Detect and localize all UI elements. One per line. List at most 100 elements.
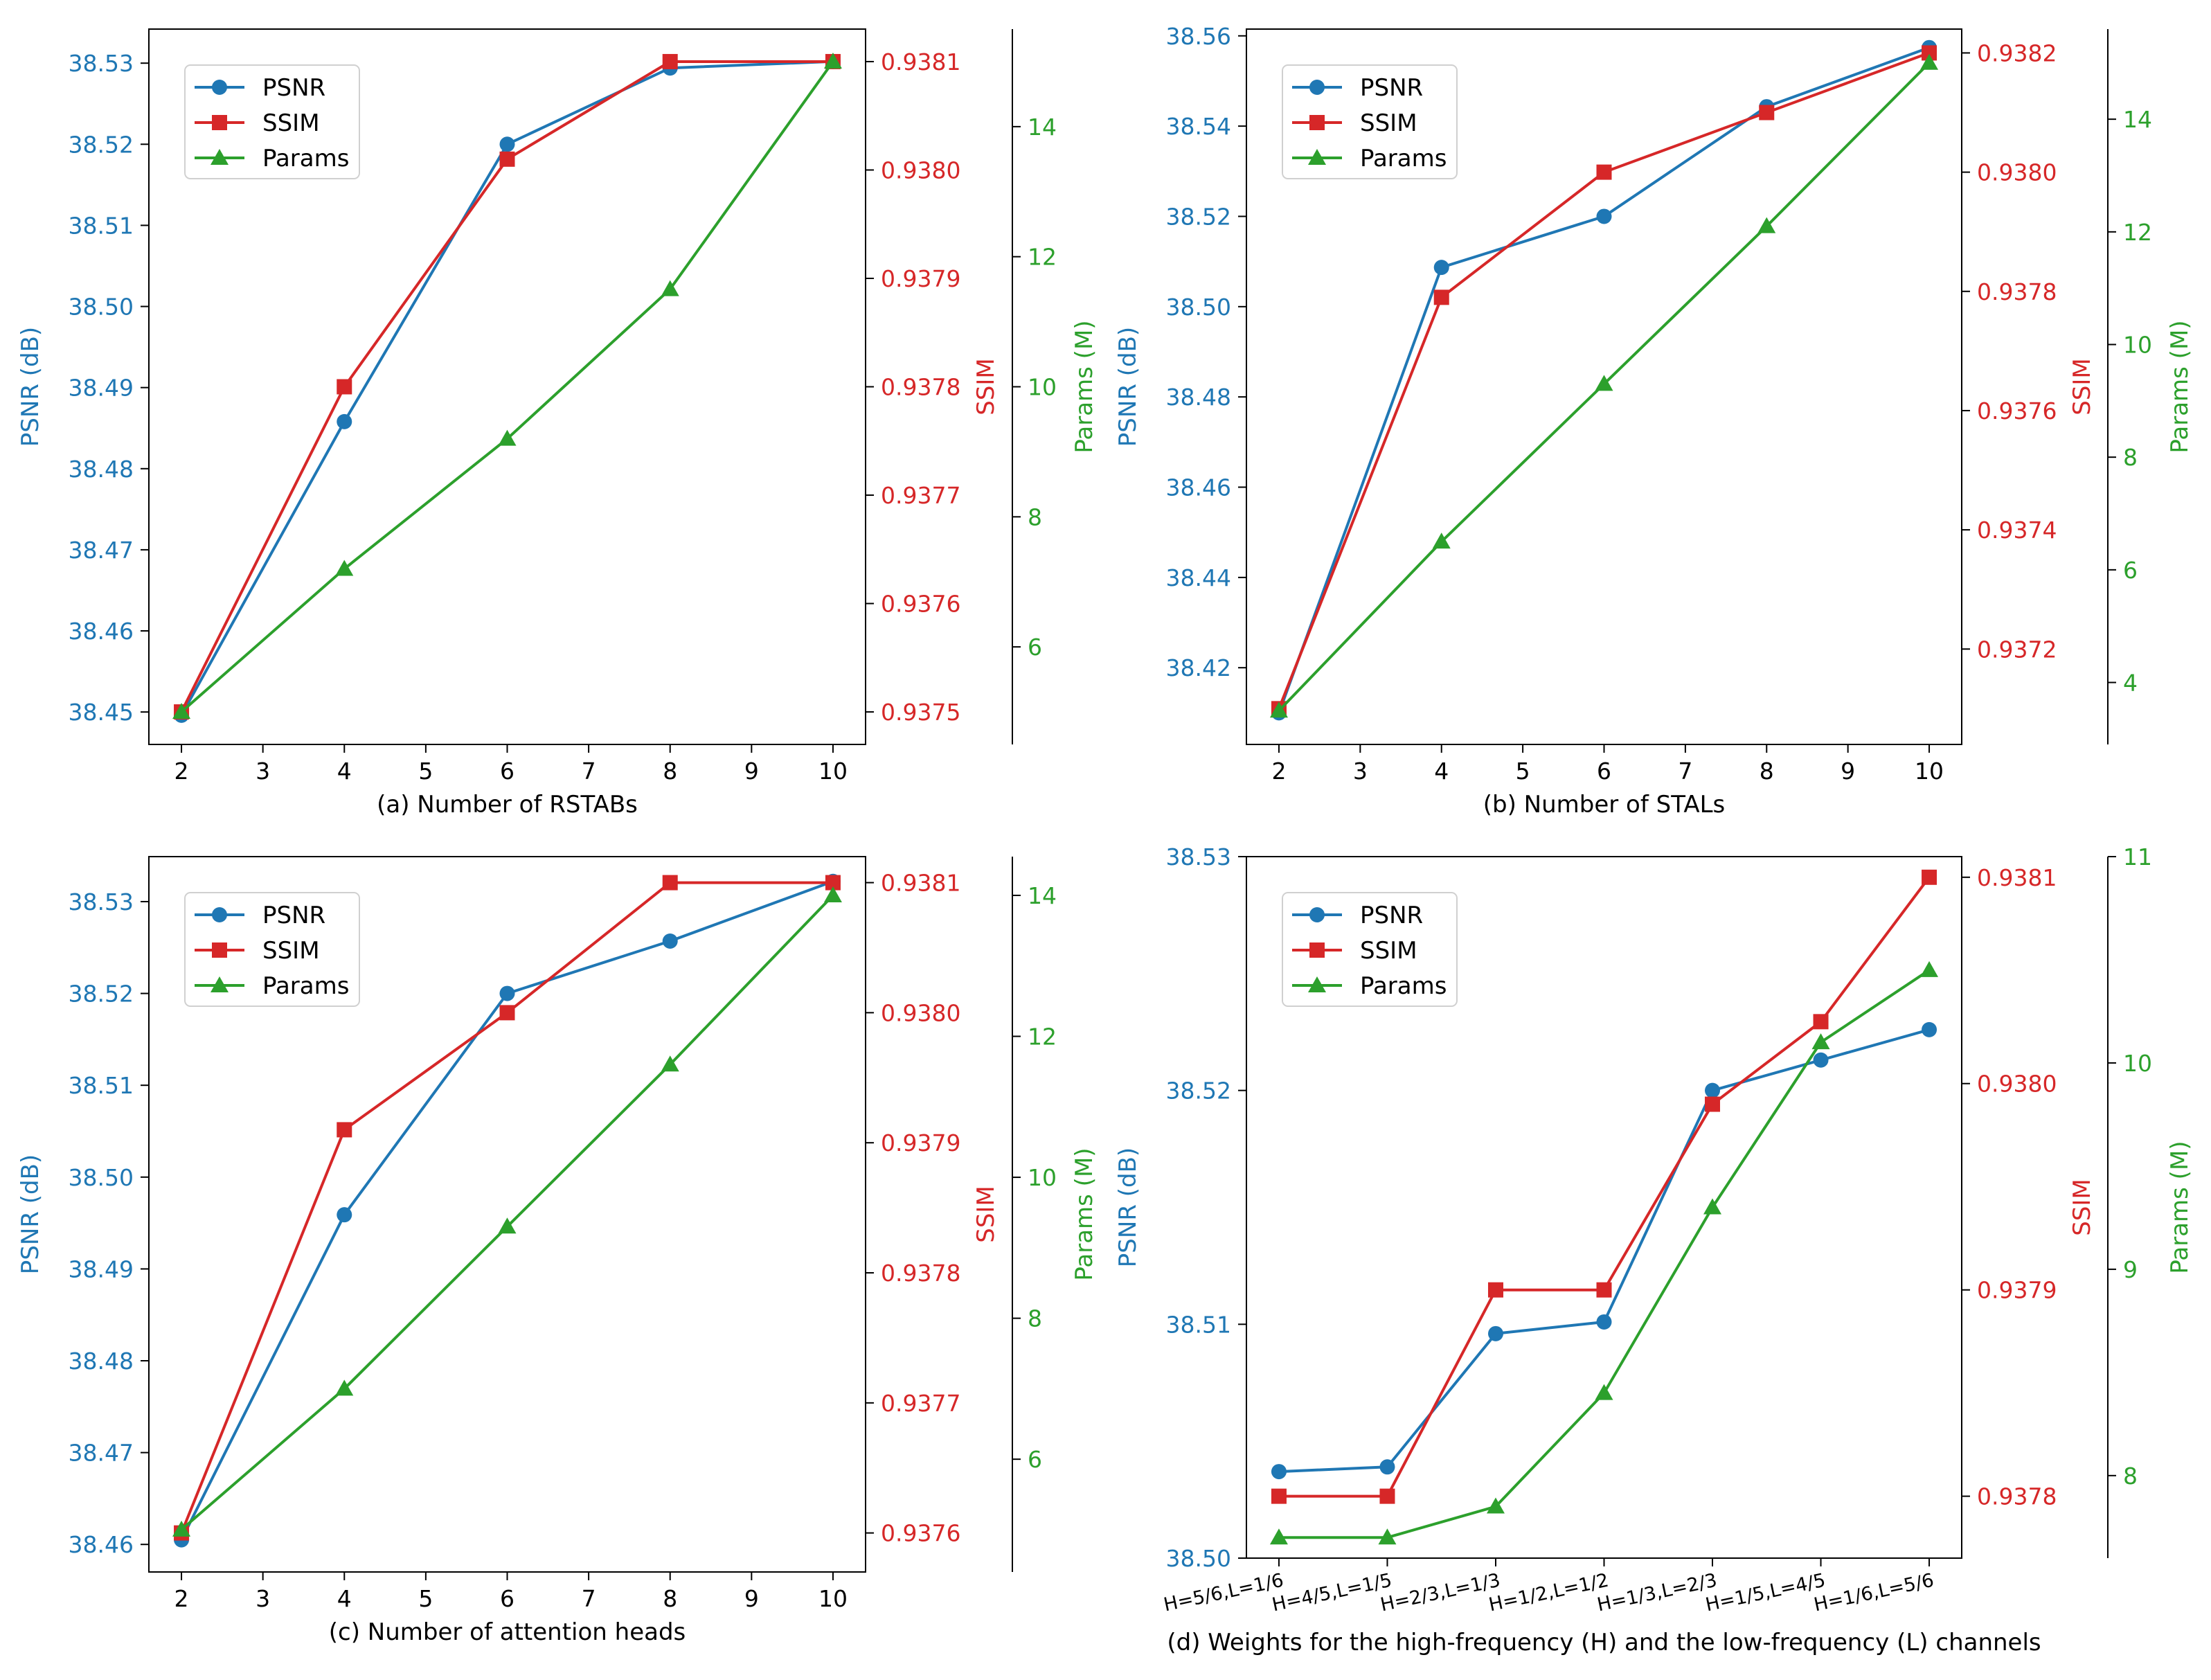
x-tick-label: 8 xyxy=(663,1585,677,1612)
params-tick-label: 14 xyxy=(2123,106,2152,133)
params-tick-label: 8 xyxy=(2123,1463,2138,1490)
params-series-line xyxy=(1279,969,1931,1539)
x-tick-label: 10 xyxy=(1915,758,1944,785)
params-point xyxy=(1757,217,1776,233)
psnr-tick-label: 38.50 xyxy=(1166,1545,1231,1572)
params-tick-label: 12 xyxy=(2123,219,2152,246)
ssim-tick-label: 0.9376 xyxy=(881,591,960,618)
psnr-tick-label: 38.56 xyxy=(1166,23,1231,50)
x-tick-label: H=1/2,L=1/2 xyxy=(1487,1570,1611,1616)
x-tick-label: H=4/5,L=1/5 xyxy=(1270,1570,1394,1616)
params-tick-label: 6 xyxy=(1028,1446,1042,1473)
ssim-tick-label: 0.9381 xyxy=(1977,864,2057,891)
psnr-point xyxy=(1596,1314,1612,1330)
psnr-tick-label: 38.46 xyxy=(69,618,134,645)
x-tick-label: 3 xyxy=(256,758,270,785)
params-point xyxy=(335,560,354,576)
params-point xyxy=(1703,1198,1722,1215)
x-tick-label: 2 xyxy=(1271,758,1286,785)
psnr-point xyxy=(1379,1459,1395,1475)
ssim-point xyxy=(499,151,515,167)
ssim-tick-label: 0.9377 xyxy=(881,1390,960,1417)
psnr-tick-label: 38.53 xyxy=(69,50,134,77)
chart-panel-d: H=5/6,L=1/6H=4/5,L=1/5H=2/3,L=1/3H=1/2,L… xyxy=(1114,843,2194,1656)
ssim-point xyxy=(1922,45,1937,61)
params-point xyxy=(1595,1384,1613,1400)
x-axis-title: (b) Number of STALs xyxy=(1483,791,1726,819)
ssim-tick-label: 0.9378 xyxy=(881,1260,960,1287)
x-tick-label: 2 xyxy=(174,1585,189,1612)
legend-marker xyxy=(1309,907,1325,922)
x-axis-title: (a) Number of RSTABs xyxy=(377,791,638,819)
x-tick-label: 6 xyxy=(500,758,514,785)
ssim-tick-label: 0.9375 xyxy=(881,699,960,726)
ssim-tick-label: 0.9378 xyxy=(881,374,960,401)
x-tick-label: H=1/3,L=2/3 xyxy=(1595,1570,1719,1616)
ssim-tick-label: 0.9378 xyxy=(1977,1483,2057,1510)
psnr-tick-label: 38.50 xyxy=(69,294,134,321)
x-tick-label: 5 xyxy=(418,1585,433,1612)
psnr-tick-label: 38.51 xyxy=(1166,1311,1231,1338)
ssim-tick-label: 0.9377 xyxy=(881,482,960,509)
params-point xyxy=(1269,702,1288,718)
params-tick-label: 12 xyxy=(1028,244,1057,271)
x-tick-label: 7 xyxy=(582,1585,596,1612)
params-tick-label: 9 xyxy=(2123,1256,2138,1283)
psnr-tick-label: 38.42 xyxy=(1166,654,1231,681)
params-point xyxy=(1920,960,1939,977)
params-point xyxy=(1486,1497,1505,1514)
ssim-point xyxy=(1705,1096,1721,1112)
ssim-tick-label: 0.9378 xyxy=(1977,278,2057,305)
params-point xyxy=(498,429,517,446)
params-point xyxy=(498,1217,517,1234)
psnr-tick-label: 38.53 xyxy=(69,888,134,915)
legend-label: PSNR xyxy=(262,902,325,929)
ssim-point xyxy=(1596,1282,1612,1298)
x-tick-label: 9 xyxy=(1841,758,1855,785)
params-tick-label: 8 xyxy=(1028,1305,1042,1332)
legend-marker xyxy=(212,907,227,922)
ssim-point xyxy=(499,1005,515,1021)
params-tick-label: 10 xyxy=(1028,1164,1057,1191)
ssim-tick-label: 0.9376 xyxy=(1977,397,2057,425)
ssim-tick-label: 0.9380 xyxy=(1977,1071,2057,1098)
ssim-point xyxy=(337,379,352,395)
legend-label: PSNR xyxy=(1360,902,1423,929)
x-tick-label: 8 xyxy=(663,758,677,785)
params-point xyxy=(335,1379,354,1396)
ssim-point xyxy=(1922,869,1937,885)
ssim-tick-label: 0.9376 xyxy=(881,1520,960,1547)
x-tick-label: 5 xyxy=(1516,758,1530,785)
ssim-point xyxy=(1813,1014,1829,1030)
legend-box xyxy=(1282,892,1458,1007)
psnr-tick-label: 38.52 xyxy=(1166,203,1231,230)
psnr-point xyxy=(499,985,515,1001)
legend-label: Params xyxy=(262,972,349,1000)
x-tick-label: 4 xyxy=(337,1585,352,1612)
legend-label: Params xyxy=(262,145,349,172)
psnr-axis-title: PSNR (dB) xyxy=(1114,327,1142,447)
params-axis-title: Params (M) xyxy=(2166,1141,2194,1274)
psnr-tick-label: 38.45 xyxy=(69,699,134,726)
params-point xyxy=(172,1520,191,1537)
psnr-point xyxy=(1813,1052,1829,1068)
x-tick-label: 7 xyxy=(582,758,596,785)
legend-label: SSIM xyxy=(1360,109,1417,137)
psnr-tick-label: 38.51 xyxy=(69,1072,134,1099)
ssim-point xyxy=(1271,1488,1287,1504)
psnr-point xyxy=(1433,260,1449,276)
ssim-tick-label: 0.9382 xyxy=(1977,39,2057,66)
params-point xyxy=(1811,1033,1830,1050)
ssim-axis-title: SSIM xyxy=(972,358,1000,415)
params-point xyxy=(1378,1528,1397,1545)
legend-label: SSIM xyxy=(1360,937,1417,965)
ssim-tick-label: 0.9379 xyxy=(1977,1277,2057,1304)
x-tick-label: 10 xyxy=(818,758,848,785)
psnr-tick-label: 38.49 xyxy=(69,375,134,402)
x-tick-label: 6 xyxy=(1597,758,1611,785)
chart-panel-b: 2 3 4 5 6 7 8 9 10 (b) Number of STALs 38.42 38.44 3… xyxy=(1114,23,2194,819)
ssim-tick-label: 0.9381 xyxy=(881,48,960,75)
legend-box xyxy=(184,64,360,179)
x-tick-label: 9 xyxy=(744,758,759,785)
psnr-point xyxy=(337,1207,352,1223)
